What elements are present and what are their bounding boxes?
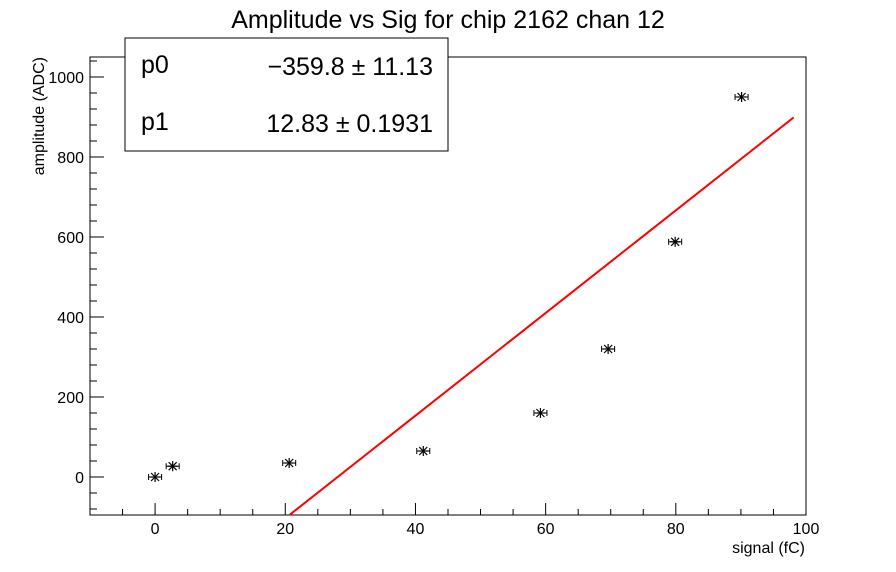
data-point <box>416 446 431 456</box>
marker-stroke <box>737 92 746 102</box>
stats-p1-value: 12.83 ± 0.1931 <box>266 110 433 138</box>
y-tick-label: 1000 <box>48 70 84 87</box>
x-axis-ticks <box>89 503 807 515</box>
data-point <box>734 92 749 102</box>
x-tick-label: 40 <box>407 521 425 538</box>
marker-stroke <box>150 472 160 482</box>
y-tick-label: 200 <box>57 390 84 407</box>
data-point <box>533 408 548 418</box>
x-tick-label: 60 <box>537 521 555 538</box>
y-tick-label: 800 <box>57 150 84 167</box>
data-point <box>668 236 683 247</box>
chart-title: Amplitude vs Sig for chip 2162 chan 12 <box>231 6 665 34</box>
x-tick-label: 20 <box>276 521 294 538</box>
y-axis-label: amplitude (ADC) <box>31 57 48 175</box>
marker-stroke <box>284 458 294 468</box>
x-tick-label: 100 <box>793 521 820 538</box>
data-point <box>165 461 180 472</box>
stats-p0-name: p0 <box>141 51 169 79</box>
stats-p0-value: −359.8 ± 11.13 <box>268 53 433 81</box>
y-tick-label: 400 <box>57 310 84 327</box>
y-tick-label: 0 <box>75 470 84 487</box>
stats-p1-name: p1 <box>141 108 169 136</box>
stats-box: p0 −359.8 ± 11.13 p1 12.83 ± 0.1931 <box>124 37 449 152</box>
y-tick-label: 600 <box>57 230 84 247</box>
x-tick-label: 0 <box>151 521 160 538</box>
y-axis-tick-labels: 0 200 400 600 800 1000 <box>48 70 84 487</box>
x-tick-label: 80 <box>667 521 685 538</box>
marker-stroke <box>536 408 545 418</box>
y-axis-ticks <box>90 60 104 510</box>
data-point <box>148 472 163 482</box>
fit-line <box>289 116 795 516</box>
data-points <box>148 92 749 482</box>
marker-stroke <box>603 344 613 354</box>
x-axis-label: signal (fC) <box>732 540 805 557</box>
marker-stroke <box>670 237 680 247</box>
stats-box-frame <box>124 37 449 152</box>
data-point <box>601 344 616 354</box>
marker-stroke <box>418 446 428 456</box>
x-axis-tick-labels: 0 20 40 60 80 100 <box>151 521 820 538</box>
marker-stroke <box>168 461 178 471</box>
data-point <box>282 458 297 468</box>
